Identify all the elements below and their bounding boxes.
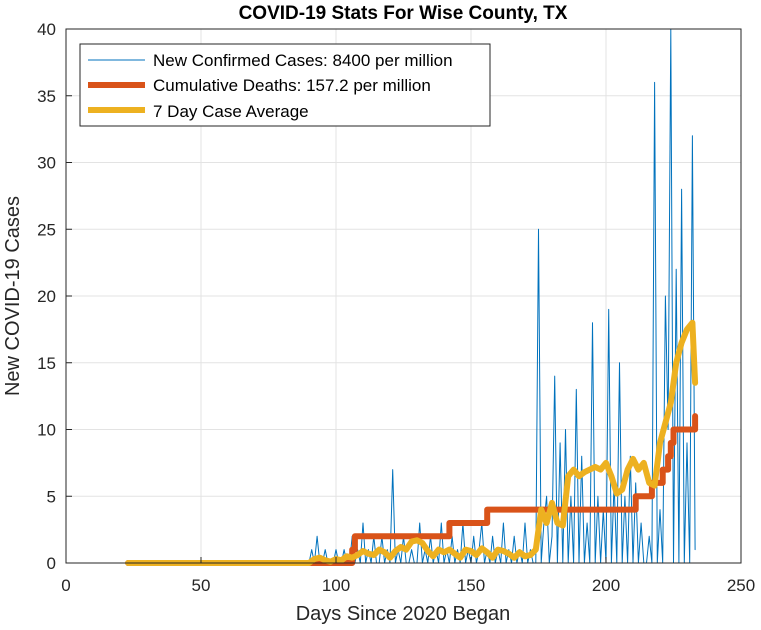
y-tick-label: 40 xyxy=(37,20,56,39)
x-tick-label: 250 xyxy=(727,576,755,595)
x-tick-label: 200 xyxy=(592,576,620,595)
y-tick-label: 0 xyxy=(47,554,56,573)
legend-box xyxy=(79,43,491,127)
x-axis-ticks: 0 50 100 150 200 250 xyxy=(61,557,755,595)
y-tick-label: 5 xyxy=(47,487,56,506)
x-tick-label: 0 xyxy=(61,576,70,595)
legend-label-deaths: Cumulative Deaths: 157.2 per million xyxy=(153,76,431,95)
y-tick-label: 35 xyxy=(37,87,56,106)
y-tick-label: 15 xyxy=(37,354,56,373)
y-tick-label: 20 xyxy=(37,287,56,306)
series-cumulative-deaths xyxy=(125,413,699,566)
legend-label-case-average: 7 Day Case Average xyxy=(153,102,309,121)
legend-label-new-cases: New Confirmed Cases: 8400 per million xyxy=(153,51,453,70)
y-tick-label: 10 xyxy=(37,421,56,440)
y-tick-label: 25 xyxy=(37,220,56,239)
x-tick-label: 150 xyxy=(457,576,485,595)
y-tick-label: 30 xyxy=(37,154,56,173)
series-case-average xyxy=(125,319,699,566)
legend: New Confirmed Cases: 8400 per million Cu… xyxy=(79,43,491,127)
chart-title: COVID-19 Stats For Wise County, TX xyxy=(239,3,568,24)
x-tick-label: 50 xyxy=(192,576,211,595)
x-axis-label: Days Since 2020 Began xyxy=(296,603,511,625)
y-axis-ticks: 0 5 10 15 20 25 30 35 40 xyxy=(37,20,72,573)
x-tick-label: 100 xyxy=(322,576,350,595)
y-axis-label: New COVID-19 Cases xyxy=(2,196,24,396)
